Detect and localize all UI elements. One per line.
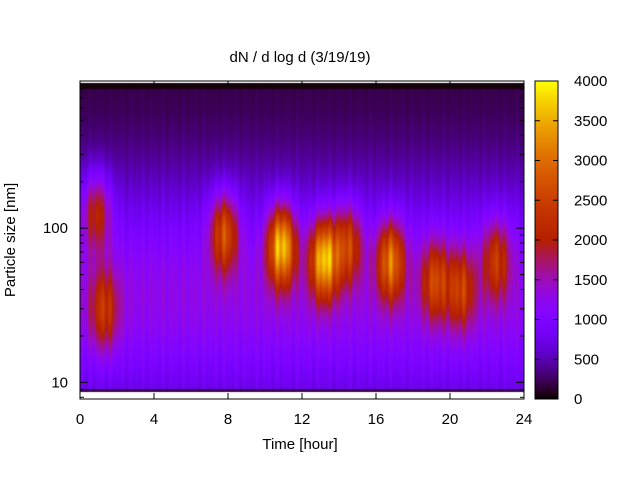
x-tick-label: 0 — [76, 411, 84, 428]
x-tick-label: 16 — [368, 411, 385, 428]
x-tick-label: 24 — [516, 411, 533, 428]
x-tick-label: 4 — [150, 411, 158, 428]
colorbar — [535, 81, 558, 399]
y-axis: 10 100 — [43, 80, 524, 398]
y-tick-label: 10 — [51, 374, 68, 391]
colorbar-tick-label: 1500 — [574, 272, 607, 289]
y-axis-label: Particle size [nm] — [2, 183, 19, 297]
x-tick-label: 8 — [224, 411, 232, 428]
y-tick-label: 100 — [43, 220, 68, 237]
chart-title: dN / d log d (3/19/19) — [230, 49, 371, 66]
x-tick-label: 12 — [294, 411, 311, 428]
colorbar-tick-label: 3000 — [574, 153, 607, 170]
colorbar-tick-label: 2000 — [574, 232, 607, 249]
colorbar-tick-label: 2500 — [574, 192, 607, 209]
colorbar-tick-label: 1000 — [574, 312, 607, 329]
colorbar-tick-label: 4000 — [574, 73, 607, 90]
colorbar-axis: 0 500 1000 1500 2000 2500 3000 3500 4000 — [535, 73, 607, 408]
x-axis-label: Time [hour] — [262, 436, 337, 453]
x-tick-label: 20 — [442, 411, 459, 428]
colorbar-tick-label: 3500 — [574, 113, 607, 130]
colorbar-tick-label: 0 — [574, 391, 582, 408]
colorbar-tick-label: 500 — [574, 351, 599, 368]
heatmap-plot-area — [80, 81, 524, 399]
x-axis: 0 4 8 12 16 20 24 — [76, 81, 533, 428]
